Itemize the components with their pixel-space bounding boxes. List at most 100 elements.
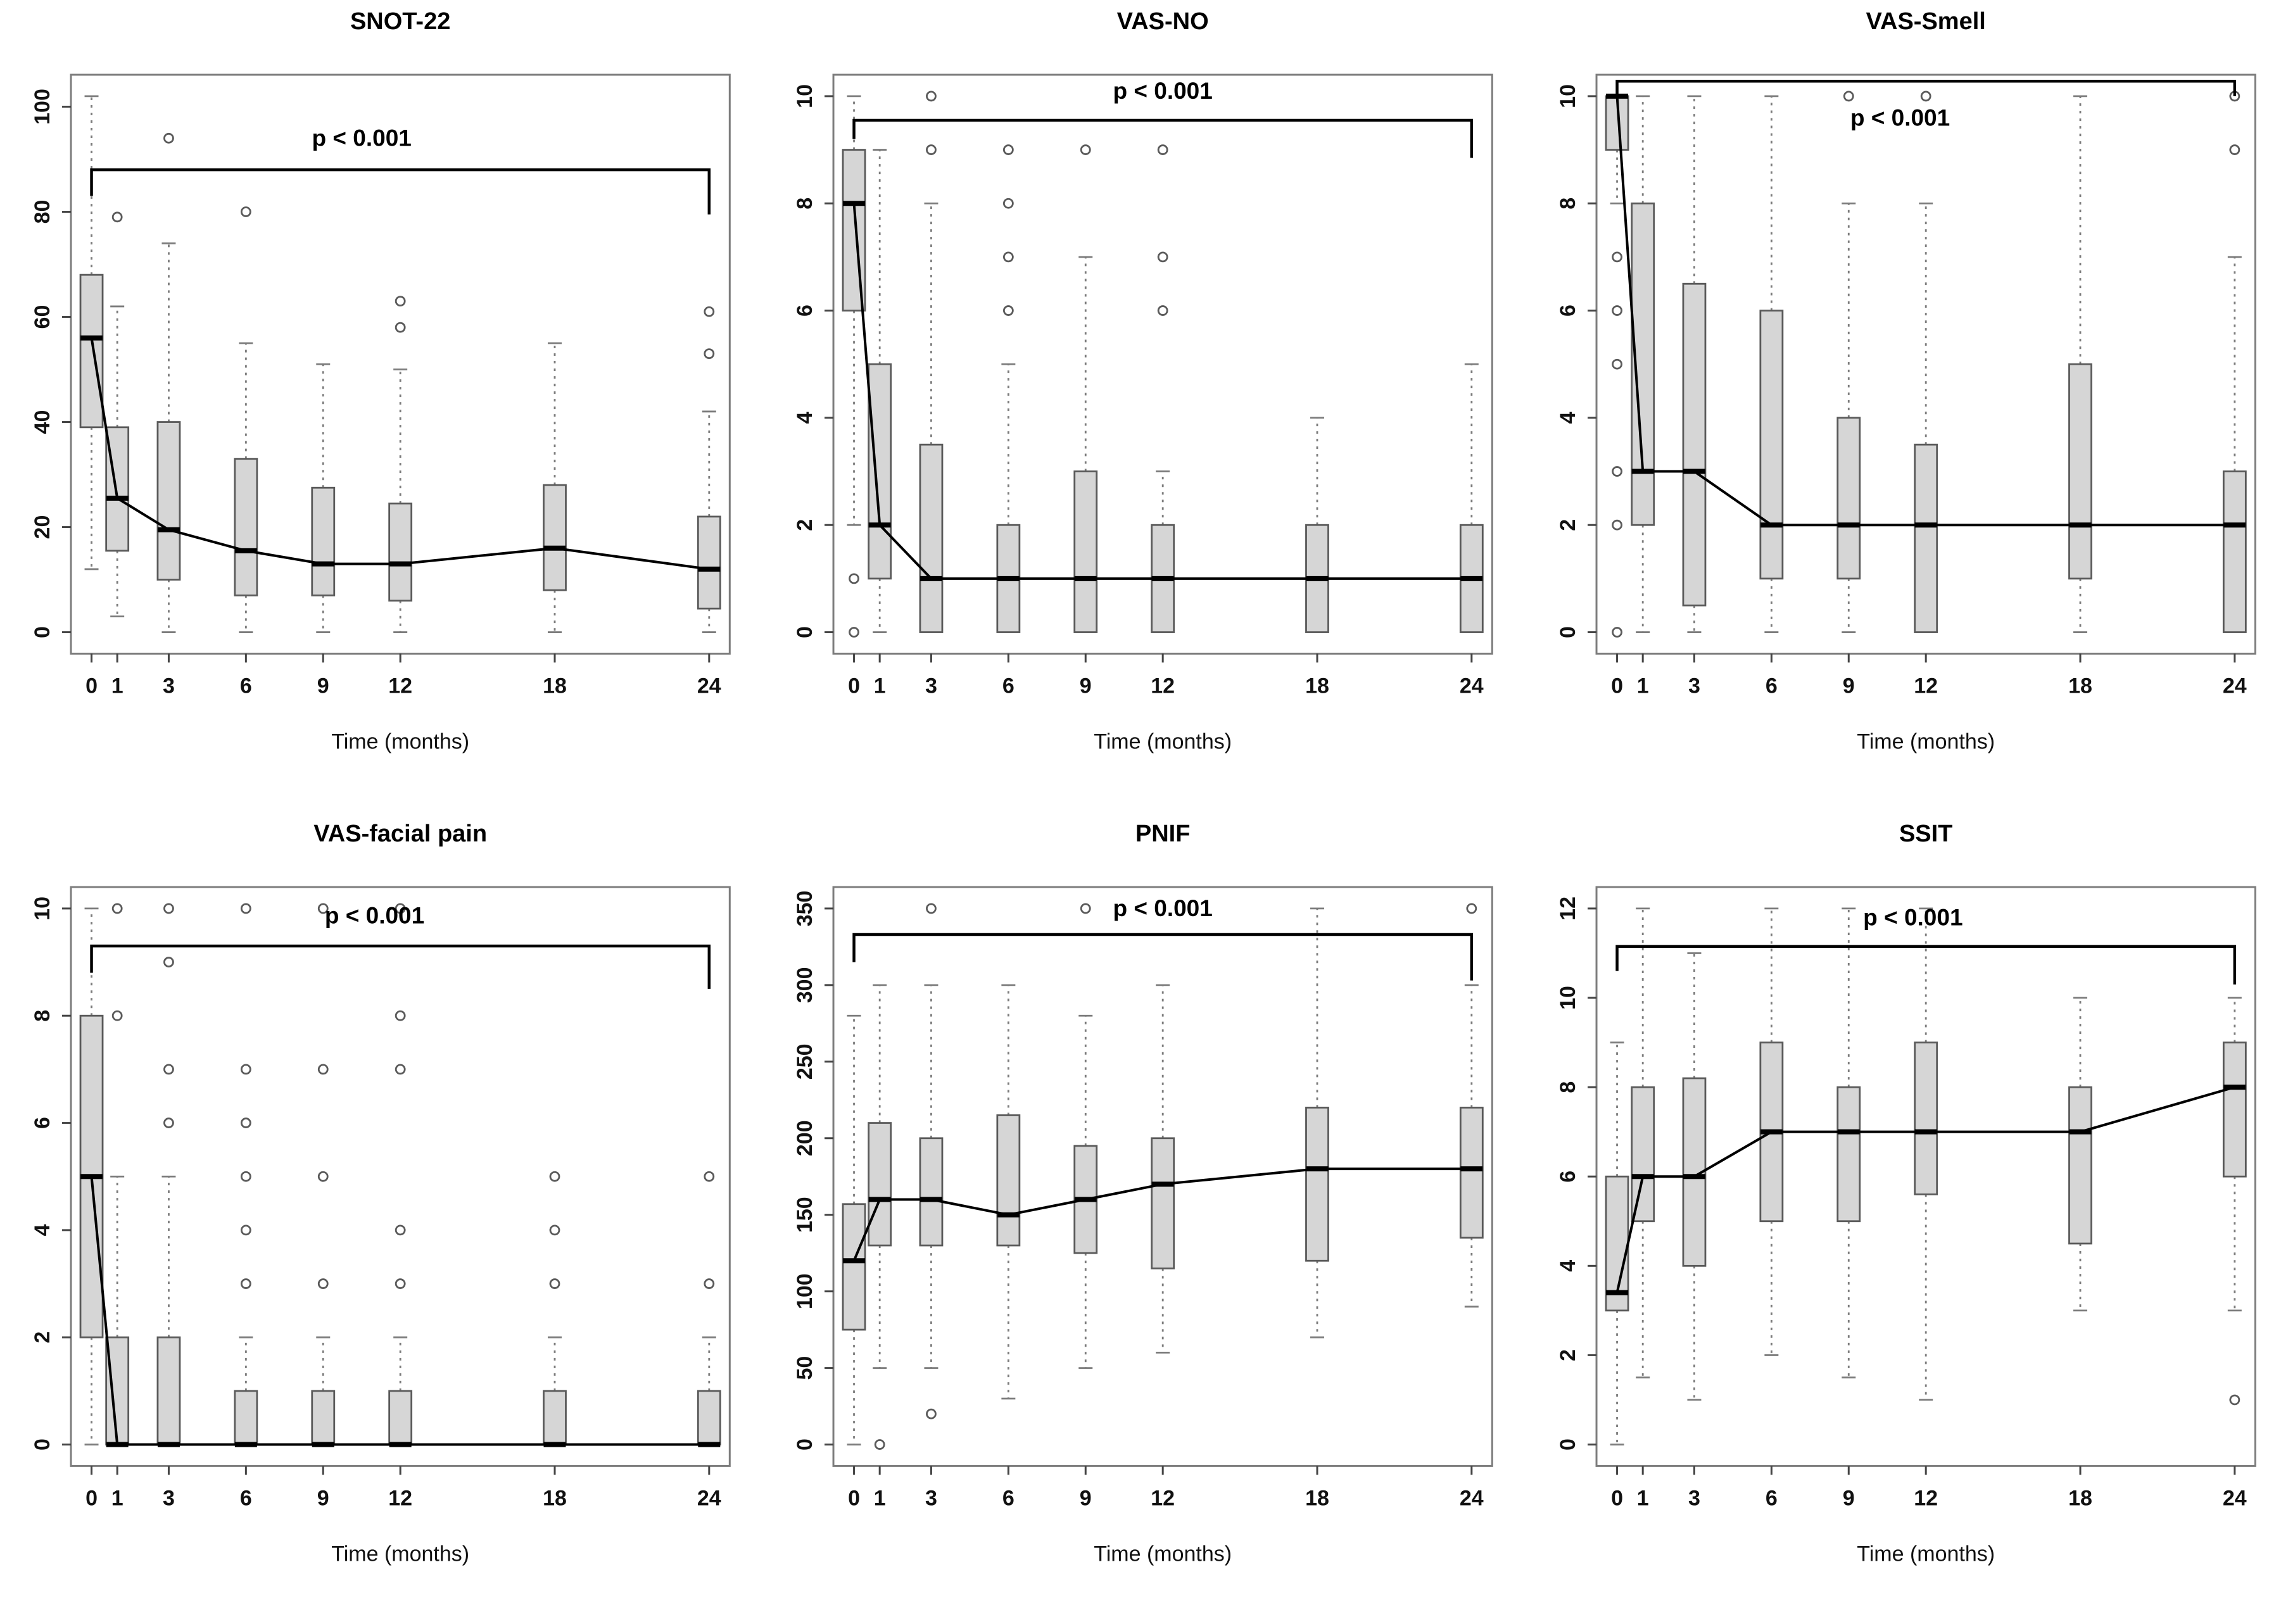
x-tick-label: 0 bbox=[848, 1486, 860, 1510]
y-tick-label: 0 bbox=[30, 1438, 54, 1451]
y-tick-label: 12 bbox=[1556, 896, 1580, 920]
outlier-point bbox=[1158, 305, 1168, 316]
boxplot-box bbox=[79, 274, 104, 429]
outlier-point bbox=[849, 573, 860, 584]
outlier-point bbox=[1611, 627, 1622, 638]
outlier-point bbox=[240, 206, 251, 217]
panel-ssit: SSIT 0 2 4 6 8 10 12 0 1 3 6 9 12 18 24 Time (months) p <… bbox=[1526, 812, 2288, 1624]
median-trend-line bbox=[90, 337, 710, 570]
y-tick-label: 6 bbox=[30, 1117, 54, 1129]
y-tick-label: 100 bbox=[793, 1273, 817, 1309]
x-tick-label: 1 bbox=[1636, 674, 1648, 698]
y-tick-label: 8 bbox=[1556, 198, 1580, 210]
boxplot-box bbox=[543, 484, 567, 591]
x-tick-label: 6 bbox=[1766, 1486, 1778, 1510]
boxplot-box bbox=[1913, 1041, 1938, 1195]
panel-title: VAS-NO bbox=[1117, 8, 1209, 35]
y-tick-label: 350 bbox=[793, 890, 817, 926]
boxplot-box bbox=[996, 1114, 1021, 1246]
boxplot-box bbox=[156, 1336, 181, 1445]
x-tick-label: 1 bbox=[1636, 1486, 1648, 1510]
boxplot-box bbox=[388, 1389, 413, 1445]
boxplot-box bbox=[1073, 470, 1098, 633]
outlier-point bbox=[1158, 251, 1168, 263]
boxplot-box bbox=[1913, 443, 1938, 633]
outlier-point bbox=[1611, 251, 1622, 263]
outlier-point bbox=[395, 1278, 406, 1289]
y-tick-label: 250 bbox=[793, 1043, 817, 1080]
x-tick-label: 18 bbox=[2068, 674, 2092, 698]
significance-bracket bbox=[852, 933, 1474, 981]
boxplot-box bbox=[311, 486, 336, 596]
outlier-point bbox=[926, 144, 937, 155]
x-tick-label: 24 bbox=[2223, 674, 2247, 698]
x-tick-label: 6 bbox=[240, 674, 252, 698]
median-trend-line bbox=[90, 1176, 709, 1446]
outlier-point bbox=[549, 1278, 560, 1289]
significance-bracket bbox=[852, 118, 1474, 158]
boxplot-box bbox=[311, 1389, 336, 1445]
x-axis-label: Time (months) bbox=[1094, 729, 1232, 753]
outlier-point bbox=[704, 348, 715, 360]
y-tick-label: 60 bbox=[30, 305, 54, 329]
outlier-point bbox=[1611, 305, 1622, 316]
significance-bracket bbox=[1615, 945, 2236, 985]
x-tick-label: 9 bbox=[1842, 674, 1854, 698]
median-trend-line bbox=[1615, 1085, 2235, 1293]
outlier-point bbox=[926, 1408, 937, 1419]
x-tick-label: 9 bbox=[317, 674, 329, 698]
x-tick-label: 3 bbox=[163, 1486, 175, 1510]
y-tick-label: 300 bbox=[793, 967, 817, 1003]
x-tick-label: 3 bbox=[925, 1486, 937, 1510]
x-tick-label: 0 bbox=[848, 674, 860, 698]
outlier-point bbox=[395, 1063, 406, 1074]
y-tick-label: 6 bbox=[793, 305, 817, 317]
panel-title: SSIT bbox=[1899, 821, 1952, 847]
median-trend-line bbox=[853, 1167, 1472, 1261]
boxplot-box bbox=[388, 502, 413, 602]
outlier-point bbox=[1920, 91, 1931, 102]
x-tick-label: 12 bbox=[1151, 674, 1175, 698]
boxplot-box bbox=[1460, 1106, 1484, 1238]
y-tick-label: 150 bbox=[793, 1197, 817, 1233]
outlier-point bbox=[240, 1171, 251, 1182]
outlier-point bbox=[240, 1278, 251, 1289]
y-tick-label: 0 bbox=[1556, 1438, 1580, 1451]
boxplot-box bbox=[543, 1389, 567, 1445]
y-tick-label: 10 bbox=[1556, 84, 1580, 108]
outlier-point bbox=[111, 903, 123, 914]
x-tick-label: 18 bbox=[543, 674, 567, 698]
x-tick-label: 24 bbox=[1460, 674, 1484, 698]
y-tick-label: 4 bbox=[1556, 1259, 1580, 1271]
x-tick-label: 3 bbox=[163, 674, 175, 698]
panel-vas-no: VAS-NO 0 2 4 6 8 10 0 1 3 6 9 12 18 24 Time (months) p <… bbox=[762, 0, 1525, 812]
boxplot-box bbox=[697, 515, 721, 610]
outlier-point bbox=[317, 903, 329, 914]
y-tick-label: 6 bbox=[1556, 305, 1580, 317]
outlier-point bbox=[549, 1224, 560, 1235]
outlier-point bbox=[395, 322, 406, 333]
outlier-point bbox=[1003, 144, 1014, 155]
outlier-point bbox=[1080, 144, 1091, 155]
x-tick-label: 9 bbox=[317, 1486, 329, 1510]
outlier-point bbox=[849, 627, 860, 638]
boxplot-box bbox=[919, 1136, 944, 1246]
y-tick-label: 50 bbox=[793, 1356, 817, 1380]
x-tick-label: 9 bbox=[1842, 1486, 1854, 1510]
outlier-point bbox=[875, 1438, 885, 1450]
x-tick-label: 3 bbox=[1688, 1486, 1700, 1510]
panel-vas-facial-pain: VAS-facial pain 0 2 4 6 8 10 0 1 3 6 9 12 18 24 Time (m… bbox=[0, 812, 762, 1624]
outlier-point bbox=[163, 1063, 174, 1074]
y-tick-label: 2 bbox=[793, 519, 817, 531]
panel-snot-22: SNOT-22 0 20 40 60 80 100 0 1 3 6 9 12 18 24 Time (mont… bbox=[0, 0, 762, 812]
x-tick-label: 9 bbox=[1080, 674, 1092, 698]
x-tick-label: 6 bbox=[240, 1486, 252, 1510]
y-tick-label: 6 bbox=[1556, 1170, 1580, 1182]
outlier-point bbox=[704, 1171, 715, 1182]
outlier-point bbox=[395, 1224, 406, 1235]
outlier-point bbox=[240, 1117, 251, 1128]
outlier-point bbox=[317, 1278, 329, 1289]
y-tick-label: 4 bbox=[793, 412, 817, 424]
outlier-point bbox=[1466, 903, 1477, 914]
